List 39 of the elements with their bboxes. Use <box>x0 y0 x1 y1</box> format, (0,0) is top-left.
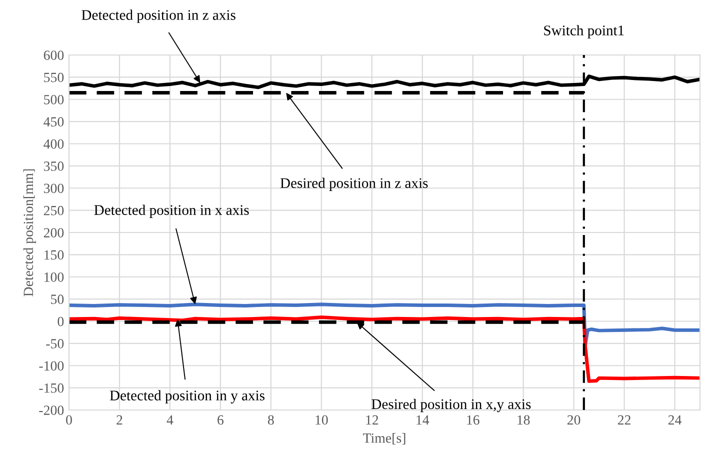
annotation: Detected position in z axis <box>82 10 236 23</box>
y-tick-label: -50 <box>46 339 64 348</box>
y-tick-label: 500 <box>44 94 64 104</box>
y-tick-label: 250 <box>44 206 64 216</box>
y-tick-label: 50 <box>51 294 64 304</box>
y-tick-label: -100 <box>39 361 64 371</box>
x-tick-label: 0 <box>66 415 72 425</box>
y-tick-label: 350 <box>44 162 64 171</box>
y-tick-label: 150 <box>44 250 64 260</box>
y-tick-label: 550 <box>44 72 64 82</box>
x-tick-label: 8 <box>268 415 274 425</box>
x-tick-label: 6 <box>218 415 224 425</box>
x-tick-label: 16 <box>467 415 480 425</box>
x-tick-label: 2 <box>116 415 122 424</box>
x-tick-label: 22 <box>618 415 630 424</box>
y-axis-title: Detected position[mm] <box>23 169 36 296</box>
line-series <box>69 316 700 383</box>
annotation: Desired position in z axis <box>280 178 428 191</box>
x-tick-label: 14 <box>416 415 430 424</box>
x-tick-label: 12 <box>366 415 378 424</box>
y-tick-label: 450 <box>44 117 64 127</box>
x-tick-label: 20 <box>567 415 580 425</box>
y-tick-label: 600 <box>44 50 64 60</box>
x-tick-label: 18 <box>518 415 530 425</box>
y-tick-label: -150 <box>39 383 64 393</box>
x-tick-label: 10 <box>316 415 328 425</box>
y-tick-label: 100 <box>44 272 64 282</box>
y-tick-label: 200 <box>44 228 64 238</box>
ref-line-label: Switch point1 <box>544 25 624 38</box>
y-tick-label: -200 <box>39 406 64 415</box>
x-axis-title: Time[s] <box>363 433 406 445</box>
annotation: Detected position in y axis <box>110 390 264 404</box>
y-tick-label: 300 <box>44 184 64 194</box>
annotation: Detected position in x axis <box>94 204 249 218</box>
x-tick-label: 24 <box>668 415 682 424</box>
y-tick-label: 400 <box>44 139 64 149</box>
annotation: Desired position in x,y axis <box>372 398 531 412</box>
x-tick-label: 4 <box>166 415 174 424</box>
y-tick-label: 0 <box>58 316 64 326</box>
